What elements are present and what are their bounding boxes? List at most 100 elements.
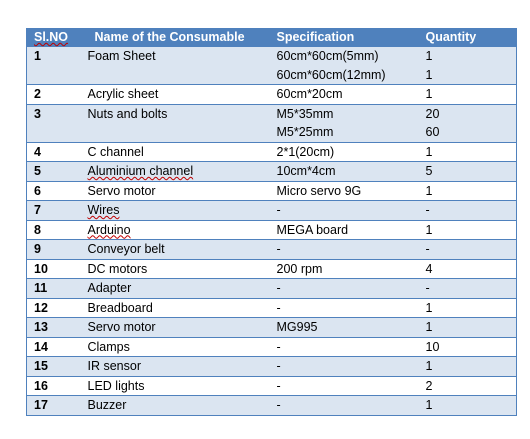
table-row: 17 Buzzer - 1	[26, 395, 517, 416]
consumable-name: Aluminium channel	[87, 164, 194, 178]
consumable-name-cell: Arduino	[87, 220, 270, 240]
quantity-cell: -	[418, 239, 517, 260]
quantity-cell: 1	[418, 220, 517, 240]
sl-no-cell: 9	[26, 239, 88, 260]
consumable-name: IR sensor	[87, 359, 142, 373]
quantity-line: 1	[425, 144, 433, 159]
quantity-cell: 10	[418, 337, 517, 357]
sl-no-cell: 10	[26, 259, 88, 279]
quantity-cell: 1	[418, 298, 517, 318]
header-row: Sl.NO Name of the Consumable Specificati…	[26, 28, 517, 47]
table-row: 5 Aluminium channel 10cm*4cm 5	[26, 161, 517, 182]
consumable-name-cell: Aluminium channel	[87, 161, 270, 182]
sl-no-cell: 17	[26, 395, 88, 416]
specification-line: 10cm*4cm	[276, 164, 336, 178]
quantity-line: 1	[425, 67, 433, 82]
specification-line: MG995	[276, 320, 318, 334]
consumable-name: Wires	[87, 203, 120, 217]
specification-line: 60cm*60cm(5mm)	[276, 49, 379, 63]
quantity-line: 1	[425, 87, 433, 101]
specification-cell: M5*35mm M5*25mm	[269, 104, 419, 143]
header-specification: Specification	[269, 28, 419, 47]
specification-line: -	[276, 242, 281, 256]
specification-cell: -	[269, 298, 419, 318]
specification-cell: -	[269, 337, 419, 357]
table-row: 13 Servo motor MG995 1	[26, 317, 517, 338]
specification-cell: MG995	[269, 317, 419, 338]
consumable-name: Servo motor	[87, 320, 156, 334]
quantity-line: -	[425, 242, 430, 256]
consumable-name: Clamps	[87, 339, 130, 354]
quantity-cell: 1	[418, 181, 517, 201]
table-row: 14 Clamps - 10	[26, 337, 517, 357]
consumable-name: DC motors	[87, 261, 148, 276]
specification-line: -	[276, 281, 281, 295]
specification-line: 200 rpm	[276, 261, 323, 276]
consumable-name-cell: IR sensor	[87, 356, 270, 377]
specification-cell: -	[269, 239, 419, 260]
consumable-name: Buzzer	[87, 398, 127, 412]
sl-no-cell: 11	[26, 278, 88, 299]
specification-cell: 200 rpm	[269, 259, 419, 279]
table-row: 1 Foam Sheet 60cm*60cm(5mm) 60cm*60cm(12mm)…	[26, 46, 517, 85]
quantity-cell: 4	[418, 259, 517, 279]
quantity-line: 1	[425, 183, 433, 198]
table-row: 9 Conveyor belt - -	[26, 239, 517, 260]
consumable-name-cell: LED lights	[87, 376, 270, 396]
specification-cell: MEGA board	[269, 220, 419, 240]
specification-line: -	[276, 398, 281, 412]
specification-cell: 60cm*60cm(5mm) 60cm*60cm(12mm)	[269, 46, 419, 85]
sl-no-cell: 2	[26, 84, 88, 105]
consumable-name-cell: C channel	[87, 142, 270, 162]
specification-line: 2*1(20cm)	[276, 144, 335, 159]
quantity-cell: 1	[418, 356, 517, 377]
specification-cell: 10cm*4cm	[269, 161, 419, 182]
quantity-line: 2	[425, 378, 433, 393]
quantity-line: 20	[425, 106, 440, 121]
quantity-line: 1	[425, 398, 433, 412]
consumable-name-cell: DC motors	[87, 259, 270, 279]
quantity-line: -	[425, 203, 430, 217]
quantity-line: 1	[425, 300, 433, 315]
quantity-line: 1	[425, 222, 433, 237]
table-row: 11 Adapter - -	[26, 278, 517, 299]
table-row: 7 Wires - -	[26, 200, 517, 221]
consumable-name-cell: Nuts and bolts	[87, 104, 270, 143]
quantity-line: -	[425, 281, 430, 295]
quantity-cell: 20 60	[418, 104, 517, 143]
specification-line: MEGA board	[276, 222, 349, 237]
table-row: 15 IR sensor - 1	[26, 356, 517, 377]
consumable-name-cell: Acrylic sheet	[87, 84, 270, 105]
quantity-cell: 5	[418, 161, 517, 182]
consumable-name-cell: Adapter	[87, 278, 270, 299]
quantity-line: 10	[425, 339, 440, 354]
sl-no-cell: 8	[26, 220, 88, 240]
consumable-name-cell: Servo motor	[87, 181, 270, 201]
header-name: Name of the Consumable	[87, 28, 270, 47]
specification-cell: -	[269, 376, 419, 396]
sl-no-cell: 4	[26, 142, 88, 162]
specification-cell: -	[269, 200, 419, 221]
specification-cell: Micro servo 9G	[269, 181, 419, 201]
specification-cell: 60cm*20cm	[269, 84, 419, 105]
quantity-cell: -	[418, 200, 517, 221]
consumable-name: Breadboard	[87, 300, 153, 315]
consumable-name: Adapter	[87, 281, 132, 295]
sl-no-cell: 3	[26, 104, 88, 143]
quantity-cell: 2	[418, 376, 517, 396]
sl-no-cell: 13	[26, 317, 88, 338]
quantity-cell: 1	[418, 395, 517, 416]
quantity-line: 1	[425, 320, 433, 334]
quantity-cell: 1	[418, 142, 517, 162]
specification-line: -	[276, 339, 281, 354]
quantity-line: 5	[425, 164, 433, 178]
sl-no-cell: 5	[26, 161, 88, 182]
consumable-name: Nuts and bolts	[87, 106, 168, 121]
specification-cell: -	[269, 356, 419, 377]
consumable-name: Conveyor belt	[87, 242, 165, 256]
sl-no-cell: 1	[26, 46, 88, 85]
quantity-line: 60	[425, 125, 440, 139]
quantity-line: 4	[425, 261, 433, 276]
specification-line: 60cm*60cm(12mm)	[276, 67, 386, 82]
